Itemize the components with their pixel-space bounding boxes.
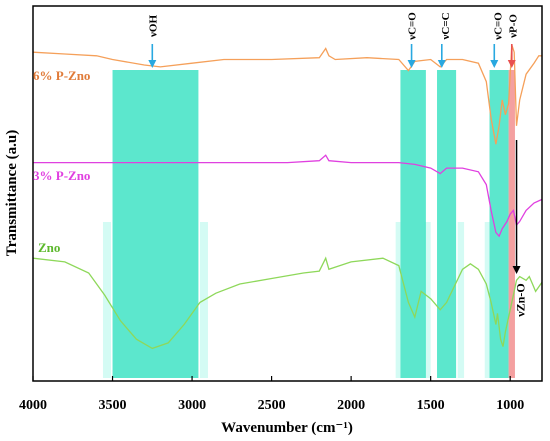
band-arrowhead-3 xyxy=(490,60,499,68)
x-tick-label-1: 3500 xyxy=(99,398,127,413)
band-3 xyxy=(489,70,509,378)
light-band-2 xyxy=(395,222,401,378)
x-tick-label-6: 1000 xyxy=(496,398,524,413)
light-band-5 xyxy=(484,222,490,378)
series-line-2 xyxy=(32,256,543,350)
x-tick-label-3: 2500 xyxy=(258,398,286,413)
zno-arrowhead xyxy=(512,266,521,274)
band-arrowhead-4 xyxy=(507,60,516,68)
y-axis-label: Transmittance (a.u) xyxy=(4,130,20,256)
series-label-1: 3% P-Zno xyxy=(33,168,90,183)
band-2 xyxy=(437,70,457,378)
light-band-4 xyxy=(457,222,465,378)
series-group xyxy=(32,44,543,350)
annotation-group: νOH νC=O νC=C νC=O νP-O νZn-O xyxy=(147,12,527,318)
band-0 xyxy=(112,70,199,378)
band-group xyxy=(112,70,515,378)
x-axis-label: Wavenumber (cm⁻¹) xyxy=(221,420,353,436)
band-1 xyxy=(400,70,426,378)
series-label-0: 6% P-Zno xyxy=(33,68,90,83)
band-label-2: νC=C xyxy=(440,12,452,40)
x-tick-label-0: 4000 xyxy=(19,398,47,413)
band-label-3: νC=O xyxy=(492,12,504,41)
x-tick-label-4: 2000 xyxy=(337,398,365,413)
series-label-2: Zno xyxy=(38,240,60,255)
band-arrowhead-2 xyxy=(437,60,446,68)
band-label-1: νC=O xyxy=(407,12,419,41)
x-tick-group: 4000 3500 3000 2500 2000 1500 1000 xyxy=(19,376,524,413)
plot-frame xyxy=(32,5,543,382)
x-tick-label-5: 1500 xyxy=(417,398,445,413)
light-band-3 xyxy=(424,222,431,378)
band-arrowhead-0 xyxy=(148,60,157,68)
x-tick-label-2: 3000 xyxy=(178,398,206,413)
series-line-1 xyxy=(33,154,543,238)
series-line-0 xyxy=(32,44,542,145)
band-arrowhead-1 xyxy=(407,60,416,68)
band-label-0: νOH xyxy=(147,15,159,38)
zno-label: νZn-O xyxy=(514,283,528,317)
series-label-group: 6% P-Zno 3% P-Zno Zno xyxy=(33,68,90,255)
band-label-4: νP-O xyxy=(508,14,520,39)
band-4 xyxy=(508,70,515,378)
